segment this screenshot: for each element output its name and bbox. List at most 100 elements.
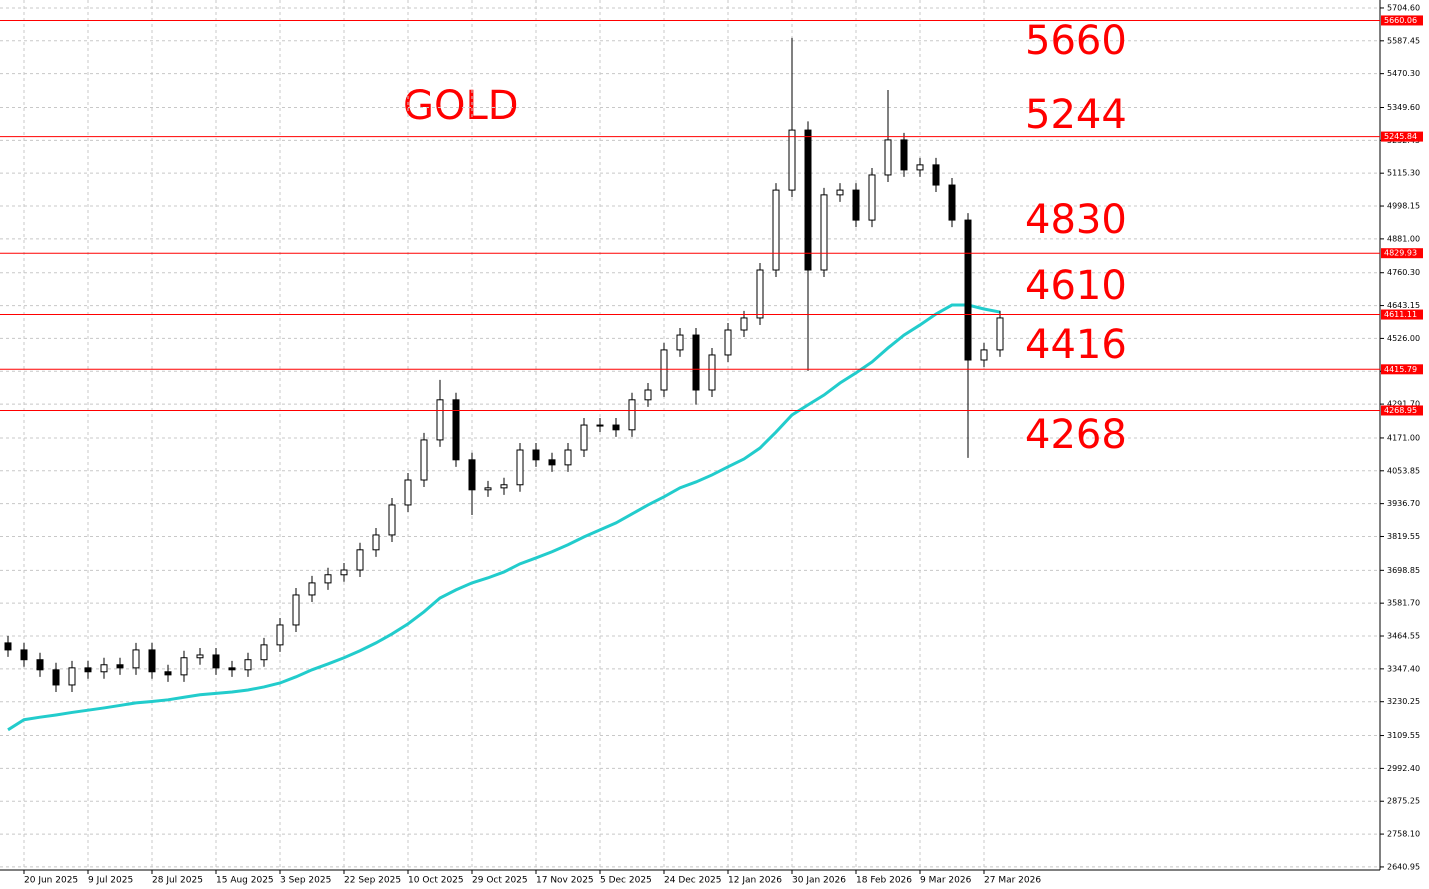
level-label-bg [1381, 248, 1423, 259]
y-tick-label: 3109.55 [1387, 731, 1420, 740]
x-tick-label: 17 Nov 2025 [536, 876, 594, 886]
y-tick-label: 4760.30 [1387, 268, 1420, 277]
x-tick-label: 9 Jul 2025 [88, 876, 133, 886]
x-tick-label: 15 Aug 2025 [216, 876, 274, 886]
x-tick-label: 24 Dec 2025 [664, 876, 722, 886]
annotation: 4268 [1025, 412, 1127, 458]
x-tick-label: 18 Feb 2026 [856, 876, 912, 886]
x-tick-label: 30 Jan 2026 [792, 876, 846, 886]
y-tick-label: 5470.30 [1387, 69, 1420, 78]
moving-average [7, 303, 1001, 732]
candle-body [772, 189, 780, 271]
x-tick-label: 22 Sep 2025 [344, 876, 401, 886]
candle-body [900, 139, 908, 171]
candle-body [948, 184, 956, 221]
y-tick-label: 4998.15 [1387, 202, 1420, 211]
candle-body [996, 317, 1004, 351]
candle-body [916, 164, 924, 171]
y-tick-label: 3581.70 [1387, 599, 1420, 608]
candle-body [580, 424, 588, 451]
y-tick-label: 3464.55 [1387, 632, 1420, 641]
y-tick-label: 2875.25 [1387, 797, 1420, 806]
level-label-bg [1381, 15, 1423, 26]
candle-body [436, 399, 444, 441]
level-label: 4268.95 [1384, 406, 1417, 415]
x-tick-label: 3 Sep 2025 [280, 876, 331, 886]
level-label: 4415.79 [1384, 365, 1417, 374]
candle-body [724, 329, 732, 356]
candle-body [52, 669, 60, 686]
y-tick-label: 2758.10 [1387, 830, 1420, 839]
candle-body [836, 189, 844, 196]
candle-body [548, 459, 556, 466]
candle-body [324, 574, 332, 584]
y-tick-label: 5704.60 [1387, 3, 1420, 12]
candle-body [308, 582, 316, 596]
x-tick-label: 28 Jul 2025 [152, 876, 203, 886]
candle-body [180, 657, 188, 676]
candle-body [100, 664, 108, 673]
y-tick-label: 4643.15 [1387, 301, 1420, 310]
candle-body [148, 649, 156, 673]
candle-body [276, 624, 284, 646]
y-tick-label: 3230.25 [1387, 697, 1420, 706]
candle-body [884, 139, 892, 176]
y-tick-label: 5115.30 [1387, 169, 1420, 178]
candle-body [628, 399, 636, 431]
candle-body [932, 164, 940, 186]
candle-body [692, 334, 700, 391]
level-label-bg [1381, 405, 1423, 416]
level-label: 4611.11 [1384, 310, 1417, 319]
candle-body [116, 664, 124, 669]
candle-body [228, 667, 236, 671]
candle-body [964, 219, 972, 361]
candle-body [660, 349, 668, 391]
candle-body [596, 424, 604, 427]
annotation: 5244 [1025, 92, 1127, 138]
y-tick-label: 3347.40 [1387, 664, 1420, 673]
level-label-bg [1381, 131, 1423, 142]
level-label: 5245.84 [1384, 132, 1417, 141]
candle-body [196, 654, 204, 659]
candle-body [644, 389, 652, 401]
y-tick-label: 5349.60 [1387, 103, 1420, 112]
y-tick-label: 4881.00 [1387, 234, 1420, 243]
y-tick-label: 4526.00 [1387, 334, 1420, 343]
candle-body [260, 644, 268, 661]
candle-body [788, 129, 796, 191]
candle-body [500, 484, 508, 489]
candle-body [484, 487, 492, 491]
y-tick-label: 4291.70 [1387, 400, 1420, 409]
candle-body [564, 449, 572, 466]
candle-body [20, 649, 28, 661]
candle-body [420, 439, 428, 481]
candle-body [868, 174, 876, 221]
candle-body [708, 354, 716, 391]
candle-body [676, 334, 684, 351]
candle-body [388, 504, 396, 536]
candle-body [468, 459, 476, 491]
candle-body [804, 129, 812, 271]
candle-body [756, 269, 764, 319]
candle-body [980, 349, 988, 361]
x-tick-label: 12 Jan 2026 [728, 876, 782, 886]
y-tick-label: 2640.95 [1387, 862, 1420, 871]
x-tick-label: 10 Oct 2025 [408, 876, 464, 886]
candle-body [36, 659, 44, 671]
x-tick-label: 5 Dec 2025 [600, 876, 652, 886]
candle-body [404, 479, 412, 506]
candle-body [356, 549, 364, 571]
y-tick-label: 2992.40 [1387, 764, 1420, 773]
candle-body [852, 189, 860, 221]
candle-body [516, 449, 524, 486]
candle-body [340, 569, 348, 576]
candle-body [532, 449, 540, 461]
level-label-bg [1381, 309, 1423, 320]
level-label-bg [1381, 364, 1423, 375]
annotation: 4610 [1025, 263, 1127, 309]
candle-body [164, 671, 172, 676]
candle-body [244, 659, 252, 671]
x-tick-label: 27 Mar 2026 [984, 876, 1041, 886]
x-tick-label: 9 Mar 2026 [920, 876, 972, 886]
